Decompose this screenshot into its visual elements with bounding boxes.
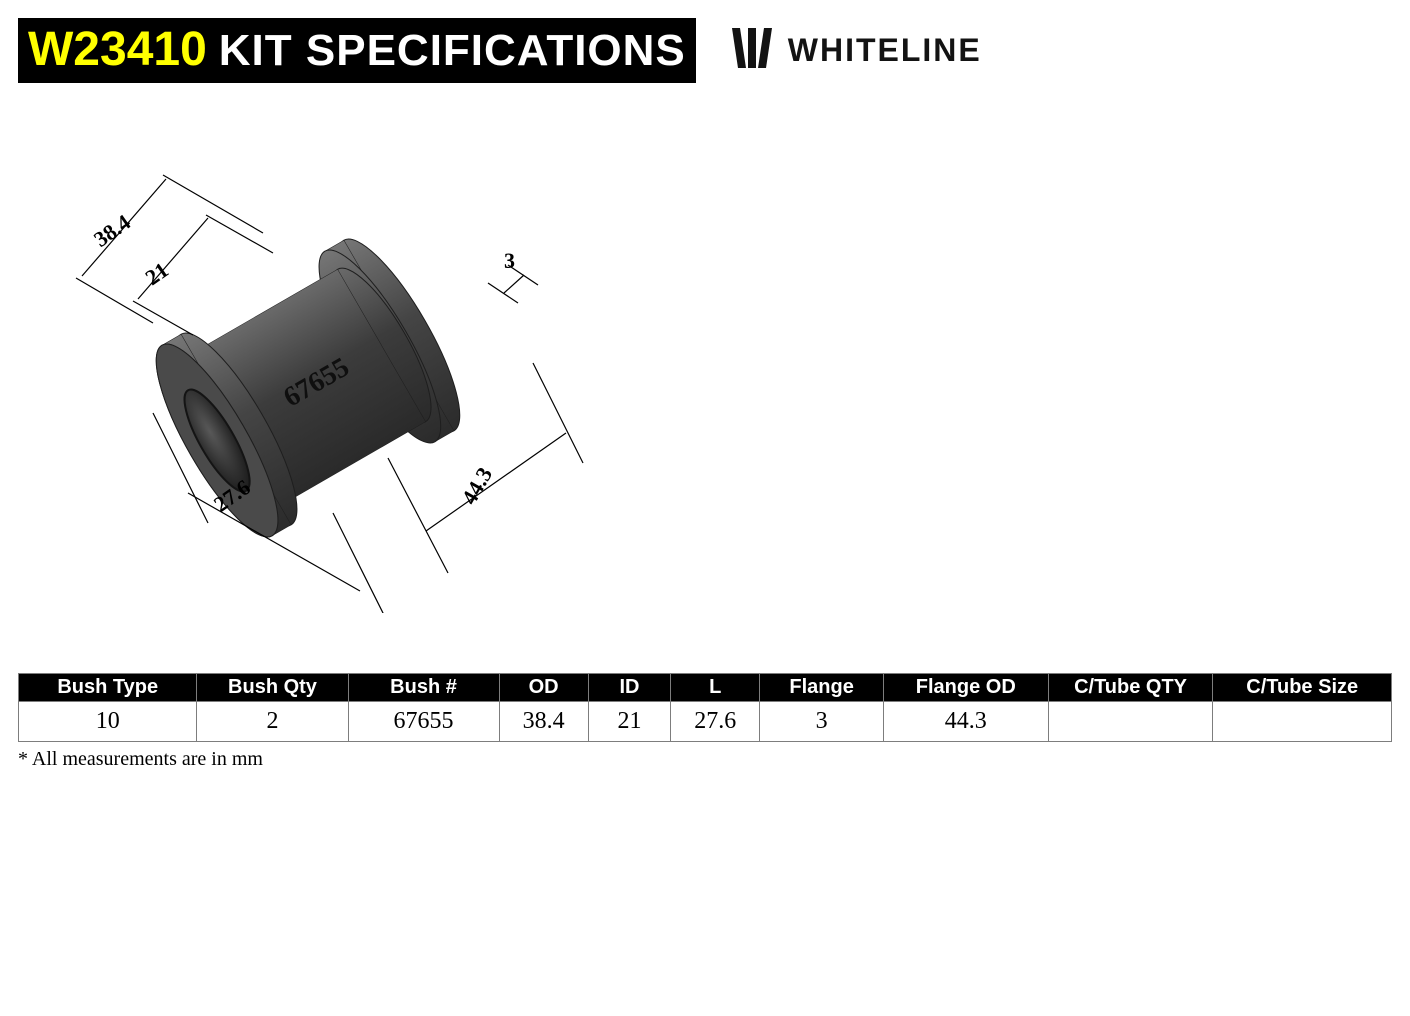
title-box: W23410 KIT SPECIFICATIONS: [18, 18, 696, 83]
spec-table-wrap: Bush TypeBush QtyBush #ODIDLFlangeFlange…: [18, 673, 1392, 771]
col-header: C/Tube QTY: [1048, 674, 1213, 702]
col-header: ID: [588, 674, 670, 702]
footnote: * All measurements are in mm: [18, 748, 1392, 771]
col-header: Bush Qty: [197, 674, 348, 702]
col-header: C/Tube Size: [1213, 674, 1392, 702]
bushing-diagram: 67655 38.4 21 3 27.6 4: [38, 153, 598, 613]
dim-flange: 3: [504, 248, 515, 274]
spec-table: Bush TypeBush QtyBush #ODIDLFlangeFlange…: [18, 673, 1392, 742]
brand: WHITELINE: [726, 22, 982, 79]
col-header: Flange: [760, 674, 884, 702]
cell-flange-od: 44.3: [883, 702, 1048, 742]
cell-ctube-qty: [1048, 702, 1213, 742]
table-header-row: Bush TypeBush QtyBush #ODIDLFlangeFlange…: [19, 674, 1392, 702]
col-header: Flange OD: [883, 674, 1048, 702]
cell-id: 21: [588, 702, 670, 742]
cell-bush-type: 10: [19, 702, 197, 742]
cell-od: 38.4: [499, 702, 588, 742]
col-header: Bush Type: [19, 674, 197, 702]
col-header: L: [671, 674, 760, 702]
cell-bush-qty: 2: [197, 702, 348, 742]
header-row: W23410 KIT SPECIFICATIONS WHITELINE: [18, 18, 1392, 83]
brand-text: WHITELINE: [788, 32, 982, 69]
cell-ctube-size: [1213, 702, 1392, 742]
whiteline-logo-icon: [726, 22, 778, 79]
col-header: Bush #: [348, 674, 499, 702]
col-header: OD: [499, 674, 588, 702]
cell-l: 27.6: [671, 702, 760, 742]
table-row: 10 2 67655 38.4 21 27.6 3 44.3: [19, 702, 1392, 742]
cell-flange: 3: [760, 702, 884, 742]
title-text: KIT SPECIFICATIONS: [219, 26, 686, 76]
cell-bush-num: 67655: [348, 702, 499, 742]
product-code: W23410: [28, 22, 207, 77]
